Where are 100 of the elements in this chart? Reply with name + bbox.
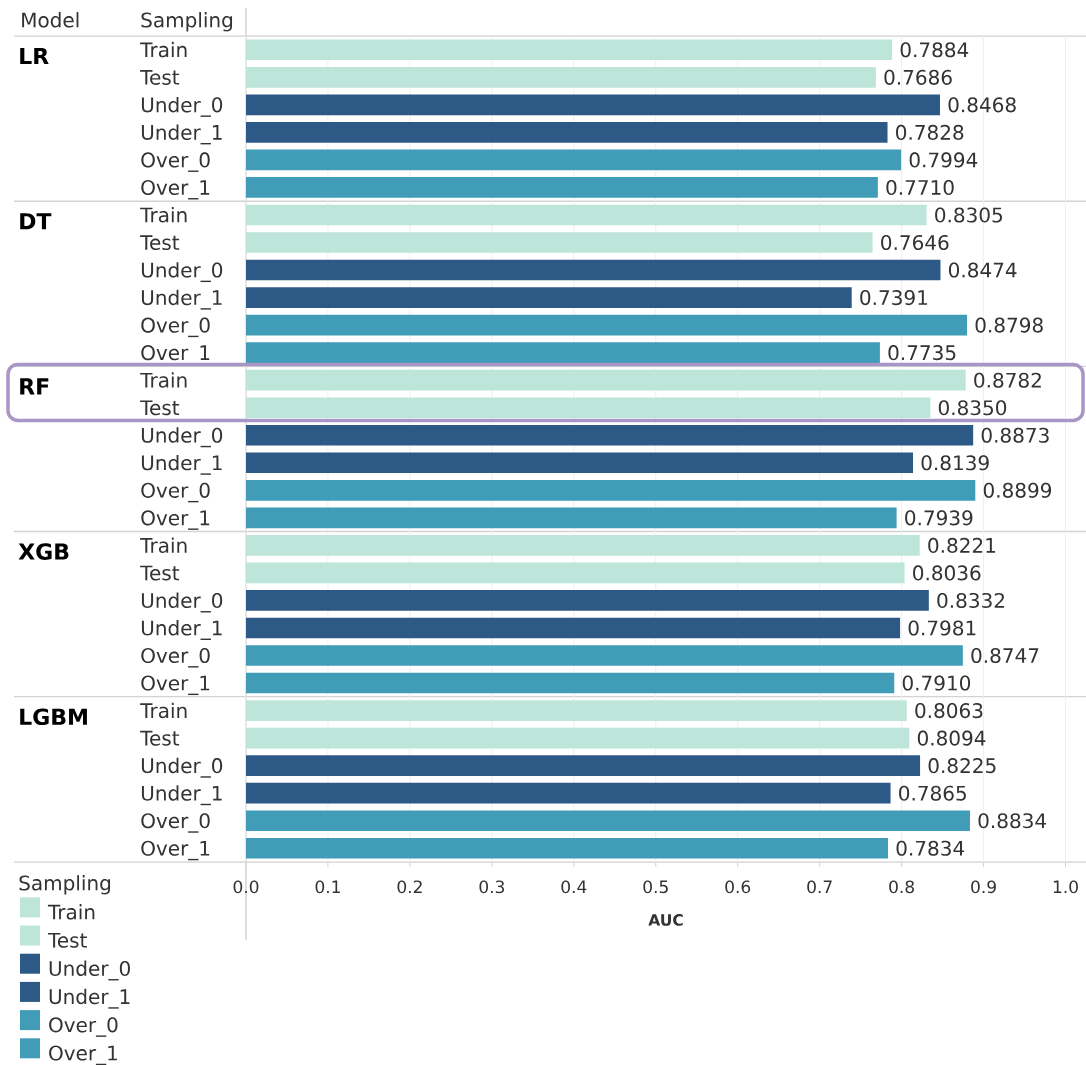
data-label: 0.8225 xyxy=(928,758,996,774)
data-label: 0.7910 xyxy=(902,675,971,691)
data-label: 0.7865 xyxy=(899,785,966,801)
data-label: 0.8899 xyxy=(983,482,1052,498)
y-tick-label: LR xyxy=(20,47,49,64)
x-axis-title: AUC xyxy=(648,914,683,926)
bar xyxy=(246,727,910,749)
bar xyxy=(246,617,901,639)
text: Over_0 xyxy=(141,647,210,668)
bar xyxy=(246,590,929,611)
text: Over_1 xyxy=(141,510,210,530)
bar xyxy=(246,562,905,584)
bar xyxy=(246,479,976,501)
data-label: 0.8139 xyxy=(921,455,989,471)
data-label: 0.7391 xyxy=(860,290,928,306)
bar xyxy=(246,452,914,474)
bar xyxy=(246,259,941,281)
x-tick-label: 0.6 xyxy=(725,880,751,894)
x-tick-label: 0.5 xyxy=(643,880,668,894)
text: Over_0 xyxy=(141,482,210,503)
y-tick-label: DT xyxy=(20,213,52,230)
data-label: 0.7939 xyxy=(905,510,973,526)
text: Test xyxy=(140,730,180,746)
data-label: 0.8747 xyxy=(971,647,1039,664)
y-axis-title: Model xyxy=(22,12,79,28)
text: Under_0 xyxy=(141,96,223,117)
text: Under_0 xyxy=(141,757,223,778)
bar xyxy=(246,535,920,556)
legend-label: Under_1 xyxy=(49,988,130,1009)
bar xyxy=(246,149,902,171)
text: Sampling xyxy=(141,12,233,32)
x-tick-label: 0.4 xyxy=(561,880,587,894)
bar xyxy=(246,369,966,391)
y-tick-label: LGBM xyxy=(20,708,87,726)
x-tick-label: 1.0 xyxy=(1053,880,1078,894)
x-tick-label: 0.8 xyxy=(889,880,914,894)
text: Under_1 xyxy=(141,124,222,145)
legend-label: Under_0 xyxy=(49,960,130,981)
text: Under_1 xyxy=(141,454,222,475)
data-label: 0.8305 xyxy=(935,207,1003,223)
text: Over_0 xyxy=(141,317,210,338)
bar xyxy=(246,700,907,721)
data-label: 0.8094 xyxy=(917,730,986,746)
bar xyxy=(246,782,891,804)
data-label: 0.8474 xyxy=(948,262,1017,278)
text: Under_0 xyxy=(141,592,223,613)
text: Test xyxy=(140,400,180,416)
data-label: 0.8036 xyxy=(913,565,981,581)
data-label: 0.8798 xyxy=(975,317,1043,333)
bar xyxy=(246,755,921,776)
bar xyxy=(246,204,927,226)
bar xyxy=(246,94,940,116)
text: Test xyxy=(140,70,180,85)
data-label: 0.8350 xyxy=(938,400,1007,416)
bar xyxy=(246,672,895,694)
text: Train xyxy=(140,207,187,223)
bar xyxy=(246,66,876,88)
legend-label: Test xyxy=(47,932,87,948)
data-label: 0.7710 xyxy=(886,179,954,196)
data-label: 0.8221 xyxy=(928,537,996,553)
x-tick-label: 0.9 xyxy=(971,880,996,894)
legend-label: Over_0 xyxy=(49,1017,118,1037)
bar xyxy=(246,837,889,859)
legend-label: Train xyxy=(47,904,95,920)
text: Under_1 xyxy=(141,785,222,806)
x-tick-label: 0.3 xyxy=(479,880,505,894)
data-label: 0.8873 xyxy=(981,427,1049,443)
data-label: 0.7828 xyxy=(896,124,964,140)
data-label: 0.8782 xyxy=(974,372,1041,388)
text: Train xyxy=(140,41,187,58)
text: Over_0 xyxy=(141,813,210,833)
x-tick-label: 0.2 xyxy=(397,880,422,894)
legend-label: Over_1 xyxy=(49,1045,117,1065)
text: Train xyxy=(140,537,187,553)
legend-title: Sampling xyxy=(19,875,111,895)
text: Under_1 xyxy=(141,289,222,310)
data-label: 0.7735 xyxy=(888,345,956,361)
text: Over_1 xyxy=(141,179,210,200)
y-tick-label: XGB xyxy=(18,543,69,560)
text: Test xyxy=(140,235,180,251)
text: Under_1 xyxy=(141,620,222,640)
bar xyxy=(246,287,852,308)
bar xyxy=(246,232,873,253)
data-label: 0.8834 xyxy=(978,813,1047,829)
x-tick-label: 0.7 xyxy=(807,880,832,894)
data-label: 0.7646 xyxy=(881,234,949,251)
data-label: 0.7884 xyxy=(900,42,969,58)
data-label: 0.7994 xyxy=(909,152,978,168)
data-label: 0.8063 xyxy=(915,703,983,719)
x-tick-label: 0.1 xyxy=(315,880,340,894)
text: Over_1 xyxy=(141,840,210,861)
bar xyxy=(246,314,968,336)
bar xyxy=(246,177,878,198)
data-label: 0.7981 xyxy=(908,620,976,636)
text: Train xyxy=(140,372,187,388)
data-label: 0.7686 xyxy=(884,69,952,85)
bar xyxy=(246,39,893,61)
bar xyxy=(246,507,897,529)
bar xyxy=(246,424,974,446)
bar xyxy=(246,122,888,143)
